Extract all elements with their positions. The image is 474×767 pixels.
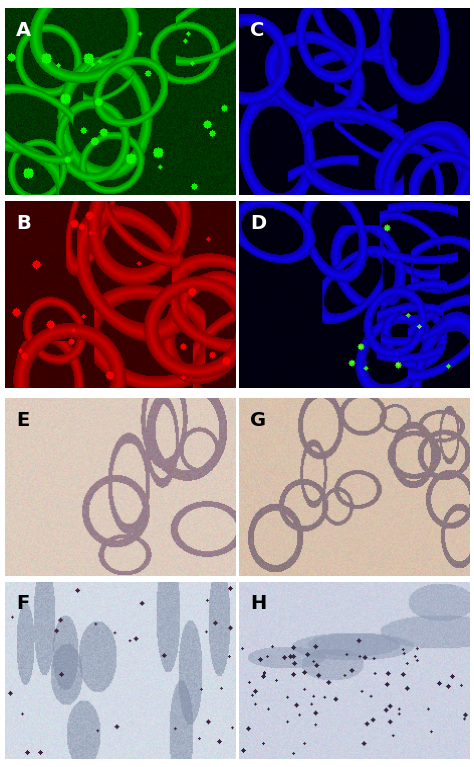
- Text: A: A: [16, 21, 31, 40]
- Text: G: G: [250, 410, 266, 430]
- Text: E: E: [16, 410, 29, 430]
- Text: D: D: [250, 214, 266, 233]
- Text: C: C: [250, 21, 265, 40]
- Text: H: H: [250, 594, 267, 613]
- Text: F: F: [16, 594, 29, 613]
- Text: B: B: [16, 214, 31, 233]
